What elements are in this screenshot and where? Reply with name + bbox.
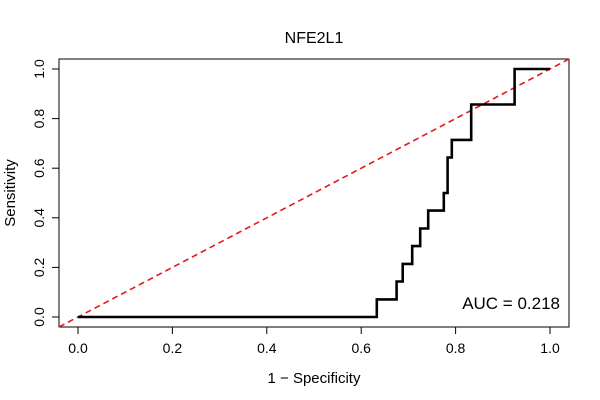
y-axis: 0.0 0.2 0.4 0.6 0.8 1.0	[31, 59, 60, 327]
y-tick-label: 0.4	[31, 208, 47, 228]
chart-title: NFE2L1	[285, 30, 344, 47]
x-axis-title: 1 − Specificity	[268, 370, 361, 387]
roc-curve-line	[78, 67, 550, 319]
y-tick-label: 0.6	[31, 158, 47, 178]
reference-diagonal-line	[58, 58, 570, 328]
y-tick-label: 0.8	[31, 109, 47, 129]
y-tick-label: 0.0	[31, 307, 47, 327]
x-tick-label: 0.0	[68, 340, 88, 356]
x-tick-label: 0.2	[163, 340, 183, 356]
series-layer	[58, 58, 570, 328]
x-tick-label: 0.4	[257, 340, 277, 356]
x-tick-label: 1.0	[540, 340, 560, 356]
x-axis: 0.0 0.2 0.4 0.6 0.8 1.0	[68, 326, 560, 356]
x-tick-label: 0.8	[446, 340, 466, 356]
auc-annotation: AUC = 0.218	[462, 294, 560, 313]
x-tick-label: 0.6	[351, 340, 371, 356]
y-tick-label: 1.0	[31, 59, 47, 79]
y-tick-label: 0.2	[31, 257, 47, 277]
y-axis-title: Sensitivity	[2, 159, 19, 227]
